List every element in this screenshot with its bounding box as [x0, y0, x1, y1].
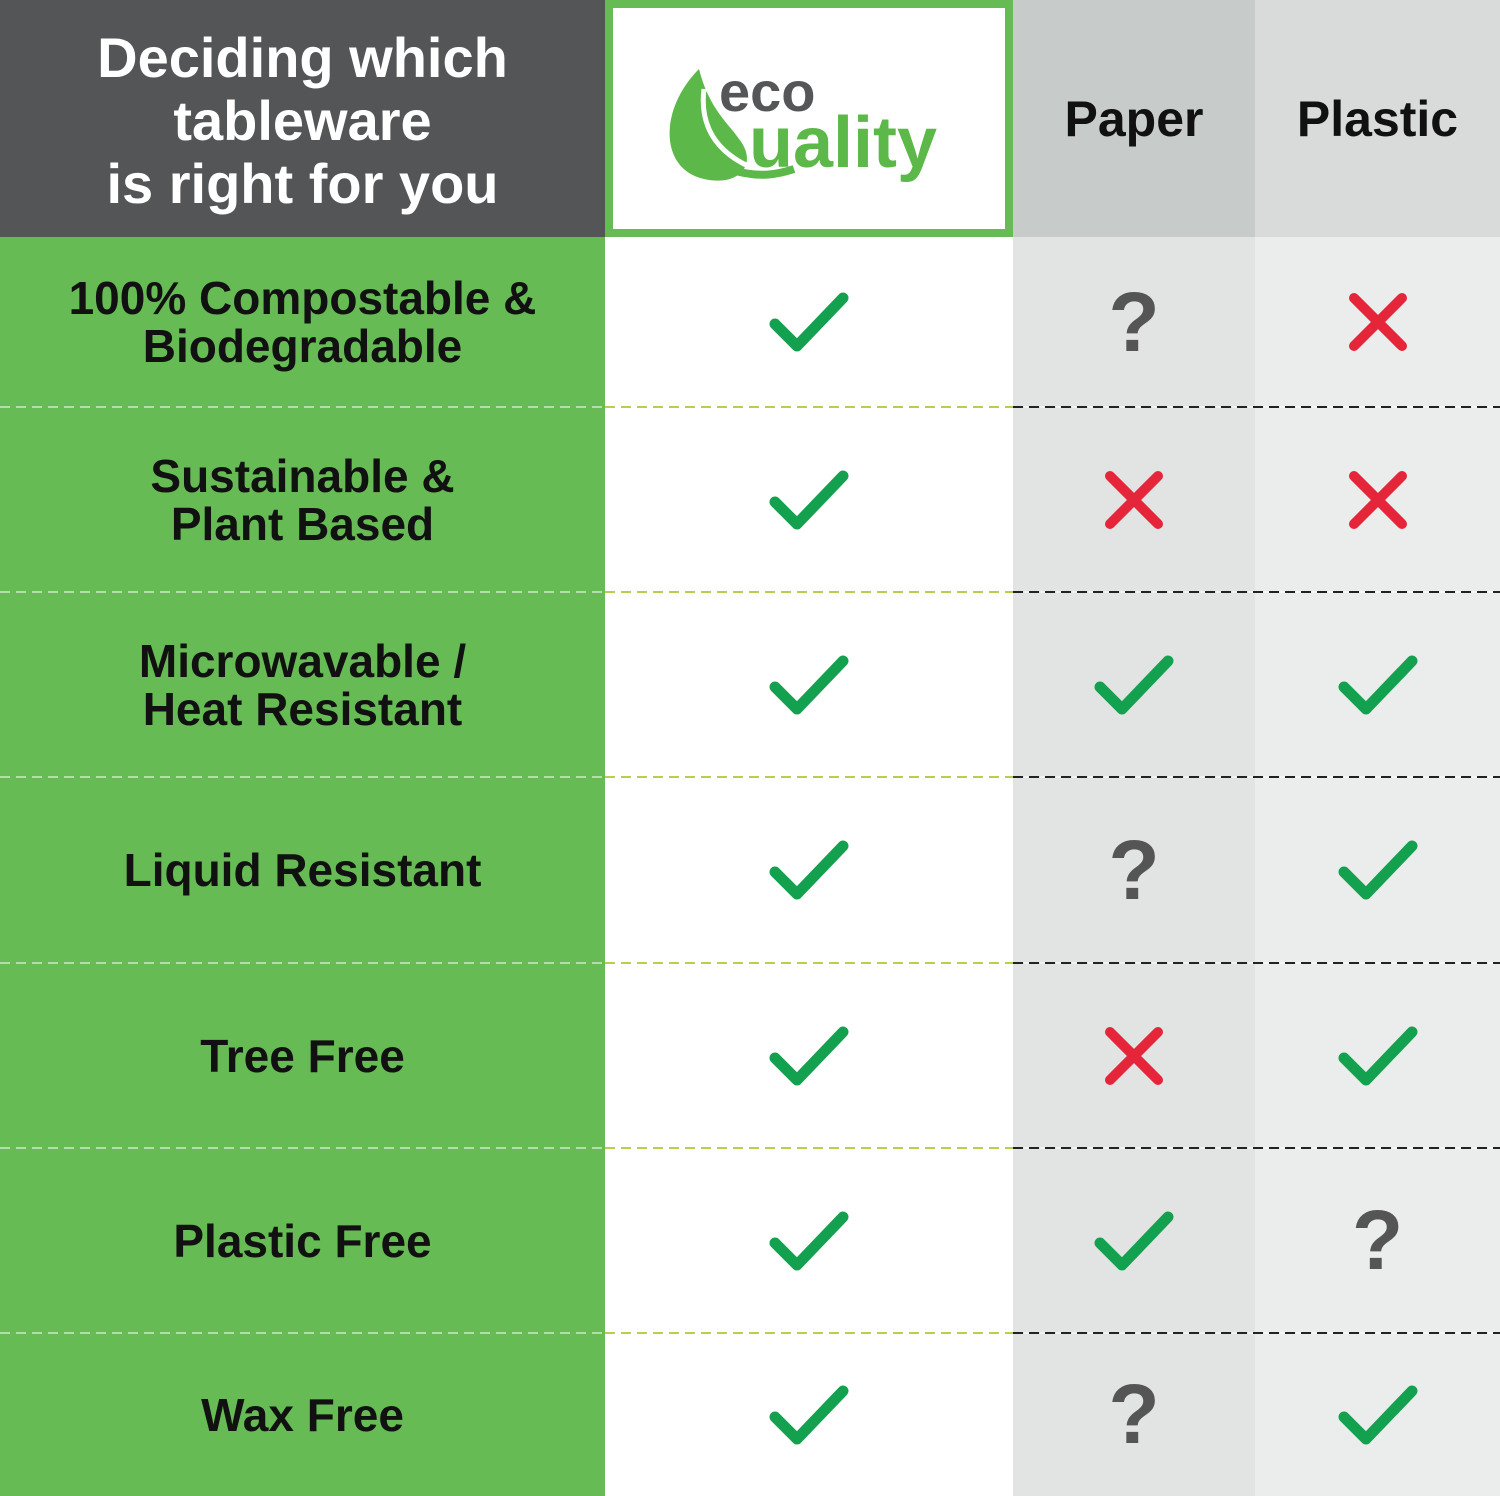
table-row: Sustainable & Plant Based: [0, 407, 1500, 592]
divider-segment: [1013, 591, 1500, 593]
cell-paper: [1013, 407, 1255, 592]
cell-ecoquality: [605, 407, 1013, 592]
row-divider: [0, 1332, 1500, 1334]
logo-eco: eco: [719, 60, 816, 123]
divider-segment: [605, 406, 1013, 408]
cell-ecoquality: [605, 963, 1013, 1148]
logo-quality: uality: [749, 103, 937, 183]
row-divider: [0, 962, 1500, 964]
cell-paper: [1013, 963, 1255, 1148]
check-icon: [769, 1385, 849, 1444]
cell-paper: ?: [1013, 1333, 1255, 1496]
check-icon: [1338, 1385, 1417, 1444]
table-row: Tree Free: [0, 963, 1500, 1148]
cell-ecoquality: [605, 1148, 1013, 1333]
cell-ecoquality: [605, 592, 1013, 777]
cell-plastic: [1255, 963, 1500, 1148]
cell-plastic: [1255, 407, 1500, 592]
feature-column: [0, 0, 605, 1496]
feature-label: Microwavable / Heat Resistant: [138, 634, 467, 735]
divider-segment: [1013, 1332, 1500, 1334]
check-icon: [769, 292, 849, 352]
divider-segment: [1013, 776, 1500, 778]
plastic-column: [1255, 0, 1500, 1496]
question-icon: ?: [1351, 1193, 1404, 1287]
cell-paper: [1013, 1148, 1255, 1333]
title-line: is right for you: [106, 152, 499, 215]
question-icon: ?: [1108, 1367, 1160, 1461]
cell-paper: ?: [1013, 777, 1255, 963]
feature-label: 100% Compostable & Biodegradable: [68, 272, 537, 372]
divider-segment: [605, 776, 1013, 778]
table-row: 100% Compostable & Biodegradable?: [0, 237, 1500, 407]
divider-segment: [1013, 406, 1500, 408]
feature-label: Sustainable & Plant Based: [150, 449, 455, 550]
table-row: Plastic Free?: [0, 1148, 1500, 1333]
check-icon: [1338, 840, 1417, 900]
cell-plastic: [1255, 592, 1500, 777]
title-line: tableware: [173, 89, 432, 152]
row-divider: [0, 591, 1500, 593]
feature-label: Liquid Resistant: [123, 844, 482, 896]
question-icon: ?: [1108, 274, 1160, 369]
cell-plastic: [1255, 237, 1500, 407]
cell-plastic: [1255, 1333, 1500, 1496]
question-icon: ?: [1108, 822, 1160, 917]
check-icon: [1094, 1211, 1174, 1270]
row-divider: [0, 406, 1500, 408]
cell-ecoquality: [605, 1333, 1013, 1496]
divider-segment: [605, 1332, 1013, 1334]
column-header-paper: Paper: [1013, 0, 1255, 237]
cross-icon: [1348, 470, 1407, 529]
cell-plastic: ?: [1255, 1148, 1500, 1333]
divider-segment: [1013, 1147, 1500, 1149]
divider-segment: [605, 591, 1013, 593]
cell-ecoquality: [605, 237, 1013, 407]
cell-plastic: [1255, 777, 1500, 963]
table-row: Liquid Resistant?: [0, 777, 1500, 963]
feature-label: Wax Free: [201, 1388, 404, 1441]
cross-icon: [1105, 1026, 1163, 1085]
check-icon: [1338, 655, 1417, 714]
divider-segment: [605, 1147, 1013, 1149]
table-row: Wax Free?: [0, 1333, 1500, 1496]
divider-segment: [1013, 962, 1500, 964]
check-icon: [769, 1026, 849, 1085]
check-icon: [769, 470, 849, 529]
cell-paper: ?: [1013, 237, 1255, 407]
column-header-plastic: Plastic: [1255, 0, 1500, 237]
ecoquality-logo: eco uality: [669, 60, 937, 183]
row-divider: [0, 1147, 1500, 1149]
feature-label: Plastic Free: [173, 1214, 432, 1267]
cell-ecoquality: [605, 777, 1013, 963]
check-icon: [769, 1211, 849, 1270]
cell-paper: [1013, 592, 1255, 777]
row-divider: [0, 776, 1500, 778]
cross-icon: [1348, 293, 1407, 351]
ecoquality-header: eco uality: [605, 0, 1013, 237]
page-title: Deciding which tableware is right for yo…: [0, 0, 605, 237]
check-icon: [1094, 655, 1174, 714]
check-icon: [769, 655, 849, 714]
feature-label: Tree Free: [200, 1029, 405, 1082]
cross-icon: [1105, 470, 1163, 529]
divider-segment: [605, 962, 1013, 964]
table-row: Microwavable / Heat Resistant: [0, 592, 1500, 777]
check-icon: [769, 840, 849, 900]
title-line: Deciding which: [97, 26, 508, 89]
check-icon: [1338, 1026, 1417, 1085]
